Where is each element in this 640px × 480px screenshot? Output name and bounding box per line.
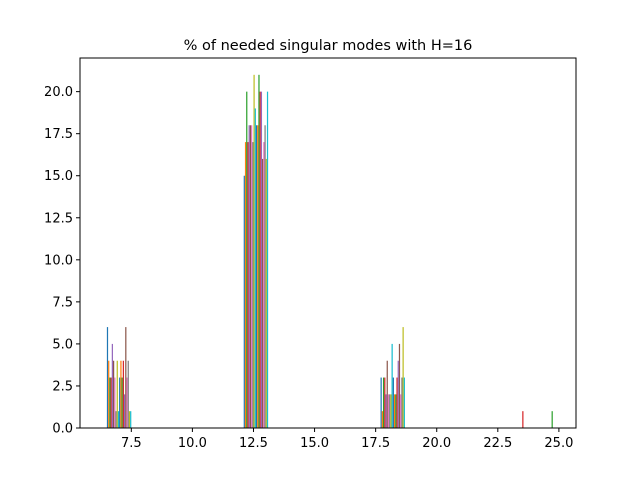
bar xyxy=(263,142,265,428)
x-tick-label: 20.0 xyxy=(422,436,451,451)
bar xyxy=(390,394,392,428)
bar xyxy=(128,411,131,428)
bar xyxy=(381,411,383,428)
x-tick-label: 12.5 xyxy=(239,436,268,451)
bar xyxy=(522,411,524,428)
bar xyxy=(385,394,387,428)
bar xyxy=(382,377,385,428)
bar xyxy=(395,394,397,428)
bar xyxy=(120,360,122,428)
y-tick-label: 2.5 xyxy=(52,379,73,394)
bar xyxy=(258,74,260,428)
bar xyxy=(127,360,129,428)
bar xyxy=(122,360,124,428)
bar xyxy=(246,91,248,428)
x-tick-label: 10.0 xyxy=(178,436,207,451)
bar xyxy=(401,377,403,428)
y-tick-label: 12.5 xyxy=(44,211,73,226)
bar xyxy=(251,125,253,429)
y-tick-label: 17.5 xyxy=(44,127,73,142)
bar xyxy=(384,377,386,428)
bar xyxy=(112,360,115,428)
bar xyxy=(130,411,132,428)
bar xyxy=(252,142,254,428)
y-tick-label: 5.0 xyxy=(52,337,73,352)
x-axis: 7.5 10.0 12.5 15.0 17.5 20.0 22.5 25.0 xyxy=(121,428,573,451)
bar xyxy=(110,377,112,428)
y-axis: 0.0 2.5 5.0 7.5 10.0 12.5 15.0 17.5 20.0 xyxy=(44,85,80,437)
y-tick-label: 0.0 xyxy=(52,422,73,437)
x-tick-label: 22.5 xyxy=(483,436,512,451)
bar xyxy=(247,142,249,428)
x-tick-label: 17.5 xyxy=(361,436,390,451)
bar xyxy=(400,394,402,428)
bar xyxy=(106,327,109,428)
bar xyxy=(266,91,269,428)
chart-title: % of needed singular modes with H=16 xyxy=(184,38,473,54)
bar xyxy=(253,74,255,428)
bar xyxy=(257,125,259,429)
bars xyxy=(106,74,553,429)
bar xyxy=(243,175,245,428)
bar xyxy=(402,327,404,428)
bar xyxy=(117,411,120,428)
bar xyxy=(265,158,267,428)
bar xyxy=(125,327,127,428)
bar xyxy=(244,142,247,428)
bar xyxy=(109,377,111,428)
bar xyxy=(121,377,123,428)
bar xyxy=(387,394,390,428)
bar xyxy=(114,377,116,428)
plot-frame xyxy=(79,57,577,429)
bar xyxy=(403,377,405,428)
y-tick-label: 20.0 xyxy=(44,85,73,100)
bar xyxy=(386,360,388,428)
y-tick-label: 10.0 xyxy=(44,253,73,268)
bar xyxy=(115,411,117,428)
x-tick-label: 15.0 xyxy=(300,436,329,451)
bar xyxy=(391,343,393,428)
y-tick-label: 15.0 xyxy=(44,169,73,184)
bar xyxy=(259,91,261,428)
x-tick-label: 7.5 xyxy=(121,436,142,451)
bar xyxy=(108,360,110,428)
bar xyxy=(551,411,553,428)
bar xyxy=(392,377,394,428)
bar xyxy=(248,125,250,429)
bar xyxy=(396,377,398,428)
bar xyxy=(119,377,121,428)
bar xyxy=(397,360,399,428)
bar xyxy=(249,125,252,429)
bar xyxy=(398,343,401,428)
bar xyxy=(255,125,258,429)
bar xyxy=(126,377,128,428)
x-tick-label: 25.0 xyxy=(544,436,573,451)
bar xyxy=(116,360,118,428)
bar xyxy=(393,394,396,428)
bar xyxy=(380,377,382,428)
bar xyxy=(262,158,264,428)
bar xyxy=(254,108,256,428)
y-tick-label: 7.5 xyxy=(52,295,73,310)
bar xyxy=(260,91,263,428)
bar xyxy=(389,394,391,428)
bar xyxy=(264,125,266,429)
bar xyxy=(123,394,126,428)
bar xyxy=(111,343,113,428)
